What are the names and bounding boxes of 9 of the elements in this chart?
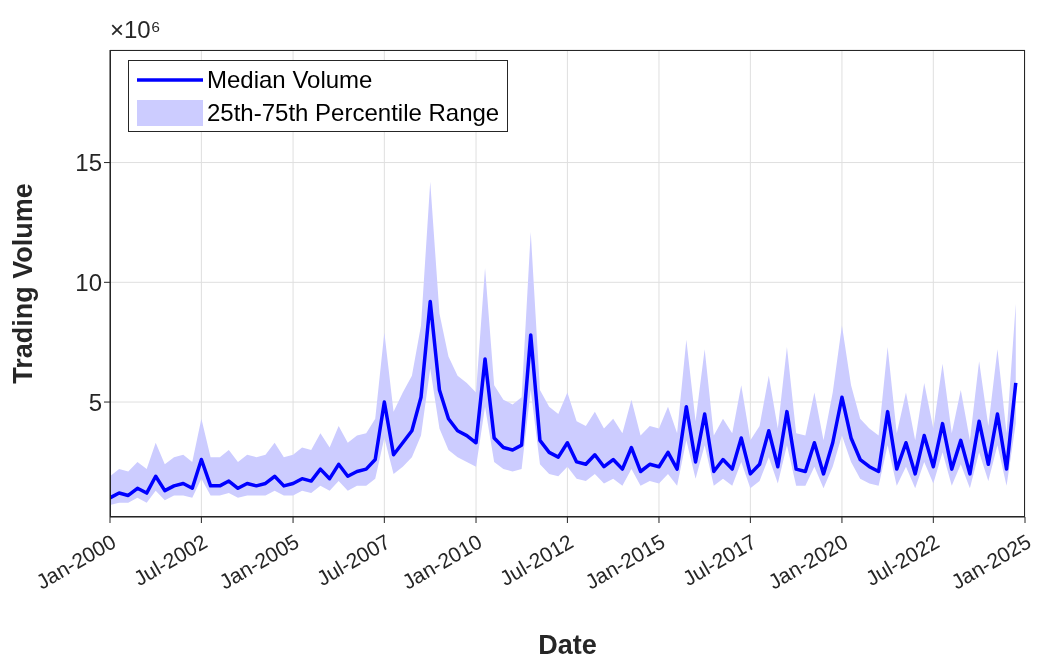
- y-axis-title: Trading Volume: [7, 183, 38, 384]
- text: ×10⁶: [110, 16, 161, 44]
- annotation: 25th-75th Percentile Range: [207, 98, 500, 127]
- line-series: [110, 299, 1018, 500]
- y-tick-label: 15: [75, 149, 102, 177]
- legend-label: Median Volume: [207, 65, 373, 94]
- y-tick-label: 5: [88, 388, 102, 416]
- x-axis-title: Date: [538, 630, 597, 660]
- y-tick-label: 10: [75, 268, 102, 296]
